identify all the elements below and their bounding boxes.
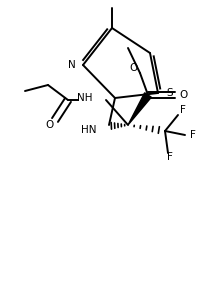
Text: F: F xyxy=(167,152,173,162)
Text: HN: HN xyxy=(81,125,97,135)
Text: F: F xyxy=(180,105,186,115)
Text: F: F xyxy=(190,130,196,140)
Polygon shape xyxy=(128,93,151,125)
Text: N: N xyxy=(68,60,76,70)
Text: NH: NH xyxy=(76,93,92,103)
Text: O: O xyxy=(130,63,138,73)
Text: O: O xyxy=(179,90,187,100)
Text: O: O xyxy=(46,120,54,130)
Text: S: S xyxy=(166,88,173,98)
